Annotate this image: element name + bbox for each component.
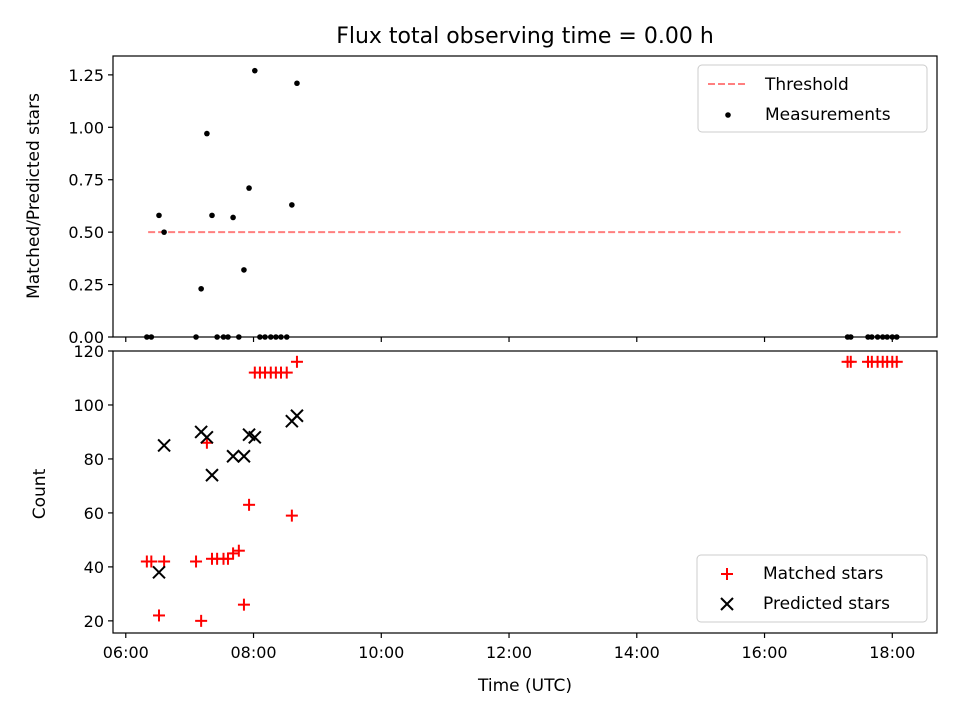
measurements-point: [230, 214, 236, 221]
count-x-ticks: 06:00 08:00 10:00 12:00 14:00 16:00 18:00: [103, 633, 915, 662]
measurements-point: [289, 202, 295, 208]
ratio-panel: 0.00 0.25 0.50 0.75 1.00 1.25 Matched/Predict…: [24, 55, 938, 347]
matched-stars-point: [158, 555, 171, 568]
x-tick-label: 14:00: [614, 643, 660, 662]
predicted-stars-point: [248, 430, 262, 445]
matched-stars-point: [890, 355, 903, 368]
matched-stars-point: [290, 355, 303, 368]
ratio-y-tick-label: 1.00: [68, 118, 104, 137]
count-y-tick-label: 60: [84, 504, 104, 523]
x-tick-label: 10:00: [358, 643, 404, 662]
matched-stars-point: [237, 598, 250, 611]
legend-threshold-label: Threshold: [764, 75, 849, 95]
predicted-stars-point: [290, 409, 304, 423]
ratio-y-tick-label: 1.25: [68, 66, 104, 85]
count-y-tick-label: 40: [84, 558, 104, 577]
matched-stars-point: [232, 544, 245, 557]
ratio-y-tick-label: 0.75: [68, 171, 104, 190]
measurements-point: [156, 212, 162, 219]
count-y-tick-label: 80: [84, 450, 104, 469]
ratio-x-ticks: [125, 337, 893, 342]
matched-stars-point: [145, 555, 158, 568]
predicted-stars-point: [157, 438, 171, 453]
x-tick-label: 18:00: [869, 643, 915, 662]
measurements-point: [241, 267, 247, 273]
x-axis-label: Time (UTC): [477, 676, 572, 696]
count-legend: Matched stars Predicted stars: [696, 554, 928, 623]
measurements-point: [204, 130, 210, 137]
x-tick-label: 16:00: [741, 643, 787, 662]
measurements-point: [252, 67, 258, 74]
matched-stars-point: [243, 498, 256, 511]
ratio-y-axis-label: Matched/Predicted stars: [24, 93, 44, 299]
count-plot-area: [140, 355, 903, 627]
predicted-stars-point: [226, 449, 240, 463]
measurements-point: [161, 229, 167, 235]
matched-stars-point: [844, 355, 857, 368]
measurements-point: [209, 212, 215, 219]
ratio-y-ticks: 0.00 0.25 0.50 0.75 1.00 1.25: [68, 66, 113, 347]
ratio-y-tick-label: 0.25: [68, 276, 104, 295]
legend-predicted-label: Predicted stars: [763, 594, 890, 614]
matched-stars-point: [227, 547, 240, 560]
ratio-y-tick-label: 0.50: [68, 223, 104, 242]
chart-title: Flux total observing time = 0.00 h: [336, 24, 714, 49]
ratio-axes-frame: [112, 55, 938, 338]
x-tick-label: 06:00: [103, 643, 149, 662]
count-y-tick-label: 20: [84, 612, 104, 631]
measurements-point: [294, 80, 300, 87]
predicted-stars-point: [205, 468, 219, 482]
ratio-legend: Threshold Measurements: [697, 64, 928, 133]
legend-measurements-label: Measurements: [765, 105, 891, 125]
count-y-ticks: 20 40 60 80 100 120: [73, 342, 113, 631]
matched-stars-point: [221, 552, 234, 565]
matched-stars-point: [190, 555, 203, 568]
matched-stars-point: [195, 614, 208, 627]
legend-matched-swatch: [721, 568, 733, 580]
x-tick-label: 08:00: [230, 643, 276, 662]
legend-predicted-swatch: [720, 597, 734, 611]
legend-measurements-swatch: [725, 112, 731, 118]
measurements-point: [198, 285, 204, 292]
matched-stars-point: [152, 609, 165, 622]
count-y-tick-label: 100: [73, 396, 104, 415]
count-panel: 20 40 60 80 100 120 06:00 08:00 10:00 12:00 14:00…: [30, 342, 938, 696]
count-y-tick-label: 120: [73, 342, 104, 361]
legend-matched-label: Matched stars: [763, 564, 883, 584]
predicted-stars-point: [237, 449, 251, 463]
ratio-y-tick-label: 0.00: [68, 328, 104, 347]
predicted-stars-point: [200, 430, 214, 445]
x-tick-label: 12:00: [486, 643, 532, 662]
count-axes-frame: [112, 350, 938, 634]
matched-stars-point: [285, 509, 298, 522]
predicted-stars-point: [152, 565, 166, 579]
matched-stars-point: [280, 366, 293, 379]
count-y-axis-label: Count: [30, 468, 50, 519]
measurements-point: [246, 185, 252, 191]
